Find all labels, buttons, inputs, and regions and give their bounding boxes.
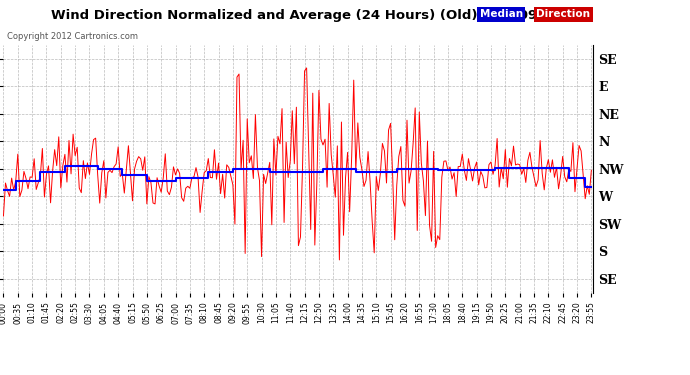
Text: Wind Direction Normalized and Average (24 Hours) (Old) 20120920: Wind Direction Normalized and Average (2… [51, 9, 556, 22]
Text: Copyright 2012 Cartronics.com: Copyright 2012 Cartronics.com [7, 32, 138, 41]
Text: Median: Median [480, 9, 523, 20]
Text: Direction: Direction [536, 9, 590, 20]
